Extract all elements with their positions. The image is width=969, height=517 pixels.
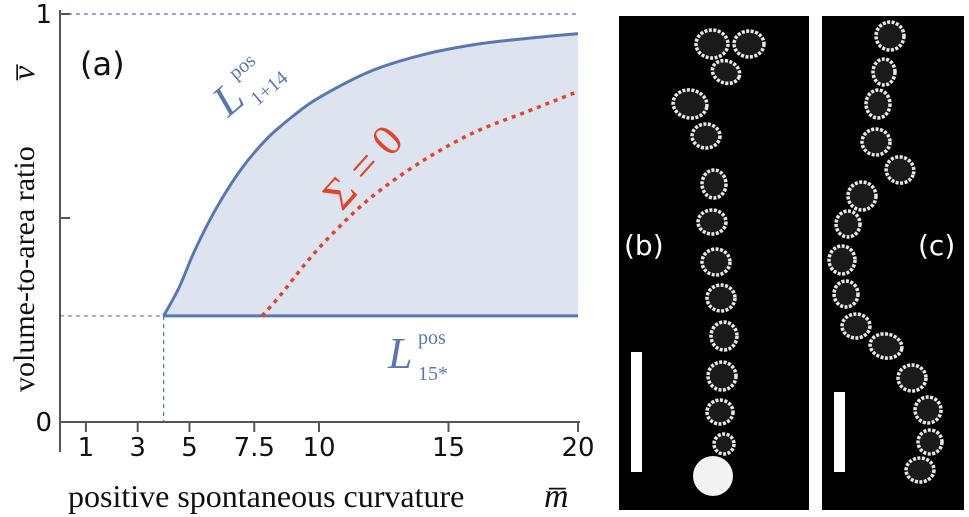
micrograph-label-c: (c) bbox=[918, 229, 955, 262]
series-label-L-upper-sub: 1+14 bbox=[246, 67, 292, 110]
axis-ticks bbox=[60, 13, 579, 432]
vesicle-bead bbox=[834, 209, 862, 239]
vesicle-bead bbox=[705, 283, 737, 313]
micrograph-c: (c) bbox=[822, 16, 964, 510]
vesicle-bead bbox=[694, 28, 730, 60]
vesicle-bead bbox=[860, 127, 892, 157]
micrograph-b: (b) bbox=[619, 16, 809, 510]
vesicle-bead bbox=[904, 456, 936, 484]
vesicle-bead bbox=[868, 332, 904, 360]
vesicle-bead bbox=[712, 432, 736, 456]
vesicle-bead bbox=[696, 208, 728, 236]
x-tick-label: 5 bbox=[181, 433, 198, 463]
y-axis-label-text: volume-to-area ratio bbox=[8, 146, 41, 392]
vesicle-bead bbox=[884, 155, 916, 185]
x-tick-label: 3 bbox=[129, 433, 146, 463]
membrane-tube-chain-icon bbox=[827, 20, 944, 484]
scale-bar-c bbox=[834, 392, 845, 472]
vesicle-bead bbox=[827, 244, 857, 276]
vesicle-bead bbox=[896, 363, 928, 393]
vesicle-bead bbox=[840, 312, 872, 340]
series-label-L-lower-sub: 15* bbox=[418, 363, 448, 385]
series-line-L-upper bbox=[162, 32, 579, 317]
x-tick-label: 1 bbox=[78, 433, 95, 463]
x-axis-label-text: positive spontaneous curvature bbox=[68, 478, 464, 514]
vesicle-bead bbox=[846, 180, 878, 212]
series-label-L-lower-sup: pos bbox=[418, 327, 446, 349]
y-axis-label: volume-to-area ratio v̅ bbox=[5, 64, 41, 392]
x-axis-label: positive spontaneous curvature m̅ bbox=[68, 478, 569, 515]
vesicle-bead bbox=[671, 88, 709, 120]
vesicle-bead bbox=[913, 395, 943, 425]
shaded-region bbox=[163, 33, 578, 316]
series-label-L-upper-main: L bbox=[202, 72, 253, 126]
membrane-tube-chain-icon bbox=[671, 28, 766, 496]
scale-bar-b bbox=[631, 352, 642, 472]
vesicle-bead bbox=[871, 57, 897, 87]
x-axis-label-symbol: m̅ bbox=[544, 478, 569, 515]
series-label-L-upper-sup: pos bbox=[225, 49, 261, 84]
series-line-sigma-zero bbox=[260, 89, 579, 318]
y-tick-label: 1 bbox=[35, 0, 52, 30]
vesicle-bead bbox=[690, 122, 722, 150]
vesicle-bead bbox=[732, 29, 766, 59]
series-label-L-upper: L pos 1+14 bbox=[202, 49, 292, 126]
x-tick-label: 20 bbox=[561, 433, 594, 463]
vesicle-bead bbox=[700, 168, 728, 200]
vesicle-bead bbox=[706, 360, 738, 392]
x-tick-label: 15 bbox=[432, 433, 465, 463]
vesicle-bead bbox=[916, 428, 944, 456]
vesicle-bead-large bbox=[693, 456, 733, 496]
vesicle-bead bbox=[710, 58, 742, 86]
vesicle-bead bbox=[709, 320, 739, 352]
x-tick-label: 7.5 bbox=[234, 433, 275, 463]
y-tick-label: 0 bbox=[35, 408, 52, 438]
micrograph-label-b: (b) bbox=[624, 229, 664, 262]
vesicle-bead bbox=[874, 20, 906, 52]
x-tick-label: 10 bbox=[302, 433, 335, 463]
y-axis-label-symbol: v̅ bbox=[5, 64, 41, 81]
vesicle-bead bbox=[864, 88, 892, 120]
vesicle-bead bbox=[700, 247, 732, 277]
series-label-L-lower: L pos 15* bbox=[387, 327, 448, 385]
series-label-L-lower-main: L bbox=[387, 329, 412, 378]
panel-label-a: (a) bbox=[80, 45, 125, 83]
vesicle-bead bbox=[705, 398, 735, 426]
vesicle-bead bbox=[832, 279, 860, 309]
